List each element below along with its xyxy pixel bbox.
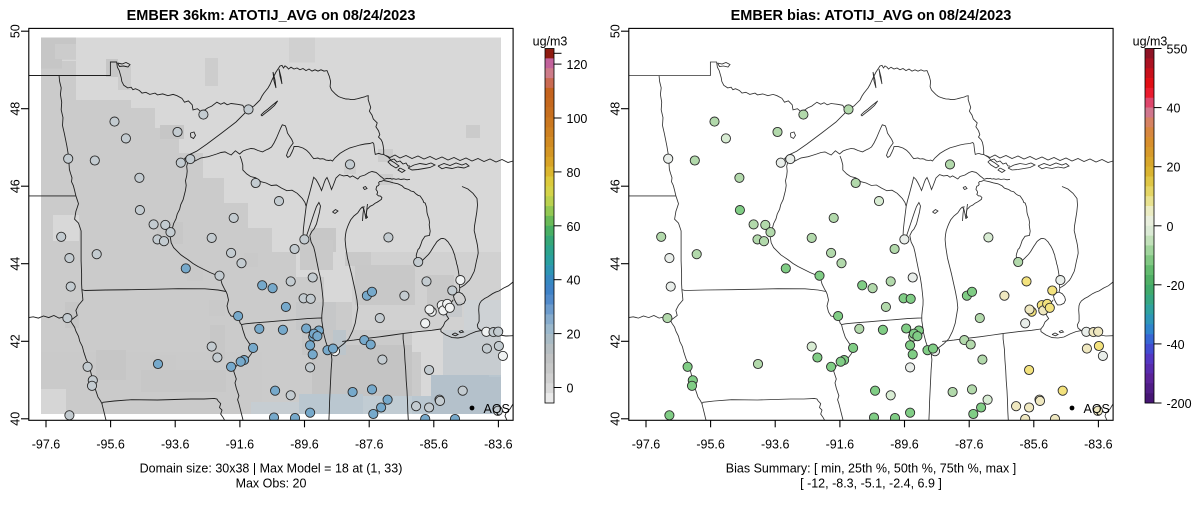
- svg-text:-91.6: -91.6: [826, 438, 855, 452]
- svg-text:60: 60: [567, 220, 581, 234]
- svg-text:-95.6: -95.6: [696, 438, 725, 452]
- svg-text:-200: -200: [1167, 397, 1192, 411]
- svg-text:-93.6: -93.6: [161, 438, 190, 452]
- svg-text:80: 80: [567, 166, 581, 180]
- svg-text:-83.6: -83.6: [484, 438, 513, 452]
- svg-text:100: 100: [567, 112, 588, 126]
- svg-text:0: 0: [1167, 220, 1174, 234]
- svg-text:-91.6: -91.6: [226, 438, 255, 452]
- svg-text:Bias Summary: [ min, 25th %, 5: Bias Summary: [ min, 25th %, 50th %, 75t…: [726, 461, 1016, 475]
- svg-text:ug/m3: ug/m3: [533, 35, 568, 49]
- svg-text:42: 42: [9, 334, 23, 348]
- svg-text:46: 46: [609, 179, 623, 193]
- svg-text:AQS: AQS: [1084, 402, 1110, 416]
- svg-text:[ -12, -8.3, -5.1, -2.4, 6: [ -12, -8.3, -5.1, -2.4, 6.9 ]: [800, 476, 942, 490]
- svg-text:-87.6: -87.6: [355, 438, 384, 452]
- svg-text:50: 50: [9, 24, 23, 38]
- svg-text:-87.6: -87.6: [955, 438, 984, 452]
- svg-text:ug/m3: ug/m3: [1133, 35, 1168, 49]
- svg-text:EMBER 36km: ATOTIJ_AVG on 08/2: EMBER 36km: ATOTIJ_AVG on 08/24/2023: [127, 8, 416, 24]
- svg-text:Domain size: 30x38 | Max Model: Domain size: 30x38 | Max Model = 18 at (…: [140, 461, 403, 475]
- svg-text:44: 44: [609, 257, 623, 271]
- svg-text:AQS: AQS: [484, 402, 510, 416]
- svg-text:20: 20: [567, 328, 581, 342]
- svg-text:-89.6: -89.6: [890, 438, 919, 452]
- svg-text:-95.6: -95.6: [96, 438, 125, 452]
- svg-text:-89.6: -89.6: [290, 438, 319, 452]
- svg-text:48: 48: [9, 102, 23, 116]
- svg-text:40: 40: [9, 412, 23, 426]
- svg-text:-40: -40: [1167, 338, 1185, 352]
- svg-text:20: 20: [1167, 161, 1181, 175]
- svg-text:550: 550: [1167, 43, 1188, 57]
- svg-text:50: 50: [609, 24, 623, 38]
- svg-text:40: 40: [567, 274, 581, 288]
- svg-text:40: 40: [1167, 102, 1181, 116]
- svg-text:46: 46: [9, 179, 23, 193]
- svg-text:48: 48: [609, 102, 623, 116]
- svg-text:0: 0: [567, 382, 574, 396]
- svg-text:-93.6: -93.6: [761, 438, 790, 452]
- svg-text:-97.6: -97.6: [632, 438, 661, 452]
- svg-text:120: 120: [567, 58, 588, 72]
- svg-text:EMBER bias: ATOTIJ_AVG on 08/2: EMBER bias: ATOTIJ_AVG on 08/24/2023: [731, 8, 1012, 24]
- svg-text:-85.6: -85.6: [1020, 438, 1049, 452]
- svg-text:40: 40: [609, 412, 623, 426]
- svg-text:Max Obs: 20: Max Obs: 20: [236, 476, 307, 490]
- svg-text:-20: -20: [1167, 279, 1185, 293]
- svg-text:44: 44: [9, 257, 23, 271]
- svg-text:-97.6: -97.6: [32, 438, 61, 452]
- svg-text:-85.6: -85.6: [420, 438, 449, 452]
- svg-text:42: 42: [609, 334, 623, 348]
- svg-text:-83.6: -83.6: [1084, 438, 1113, 452]
